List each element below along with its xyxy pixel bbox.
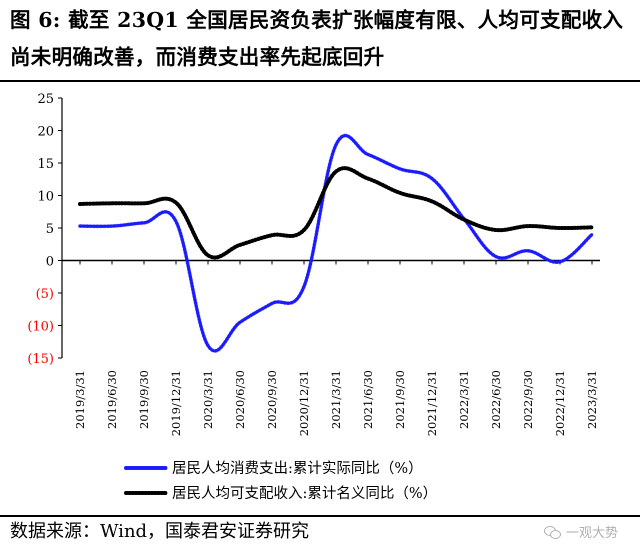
chart-axes (58, 97, 600, 359)
data-point (270, 233, 274, 237)
data-point (206, 254, 210, 257)
y-tick-label: 25 (37, 92, 54, 107)
x-tick-label: 2022/3/31 (457, 370, 471, 429)
data-point (558, 260, 562, 263)
data-point (174, 220, 178, 223)
data-point (142, 221, 146, 224)
watermark: 一观大势 (543, 522, 618, 541)
data-point (494, 228, 498, 232)
x-tick-label: 2022/6/30 (489, 370, 503, 429)
y-tick-label: (15) (27, 352, 54, 367)
x-tick-label: 2020/6/30 (233, 370, 247, 429)
data-point (110, 202, 114, 205)
data-point (206, 344, 210, 347)
data-point (110, 224, 114, 228)
data-point (398, 191, 402, 195)
series-line-consumption-beads (78, 133, 594, 353)
x-tick-label: 2021/9/30 (393, 370, 407, 429)
x-tick-label: 2022/12/31 (553, 370, 567, 436)
x-tick-label: 2019/6/30 (105, 370, 119, 429)
data-point (590, 226, 594, 229)
source-note: 数据来源：Wind，国泰君安证券研究 (10, 521, 310, 542)
x-tick-label: 2021/3/31 (329, 370, 343, 429)
legend-label: 居民人均消费支出:累计实际同比（%） (172, 460, 423, 477)
wechat-icon (543, 525, 562, 539)
data-point (238, 243, 242, 247)
data-point (302, 228, 306, 232)
x-tick-label: 2021/12/31 (425, 370, 439, 436)
data-point (526, 224, 530, 228)
x-tick-label: 2019/3/31 (73, 370, 87, 429)
data-point (270, 302, 274, 305)
data-point (366, 177, 370, 180)
footer-divider (0, 515, 640, 517)
data-point (526, 249, 530, 252)
x-tick-label: 2021/6/30 (361, 370, 375, 429)
y-tick-label: 5 (46, 222, 54, 237)
data-point (398, 167, 402, 171)
legend-label: 居民人均可支配收入:累计名义同比（%） (172, 485, 437, 502)
data-point (430, 200, 434, 203)
x-tick-label: 2022/9/30 (521, 370, 535, 429)
y-axis-tick-labels: 25 20 15 10 5 0 (5) (10) (15) (27, 92, 54, 367)
data-point (174, 201, 178, 204)
series-line-consumption (79, 134, 593, 353)
x-axis-tick-labels: 2019/3/31 2019/6/30 2019/9/30 2019/12/31 202… (73, 370, 599, 436)
y-tick-label: 0 (46, 255, 54, 270)
data-point (302, 285, 306, 288)
data-point (78, 202, 82, 206)
x-tick-label: 2019/9/30 (137, 370, 151, 429)
title-divider (0, 80, 640, 82)
data-point (462, 218, 466, 221)
y-tick-label: 15 (37, 157, 54, 172)
line-chart: 25 20 15 10 5 0 (5) (10) (15) 2019/3/31 2019/6/30… (27, 92, 600, 502)
x-tick-label: 2023/3/31 (585, 370, 599, 429)
data-point (494, 255, 498, 258)
data-point (142, 202, 146, 205)
series-line-income (79, 166, 593, 259)
series-lines (78, 133, 594, 353)
chart-legend: 居民人均消费支出:累计实际同比（%） 居民人均可支配收入:累计名义同比（%） (124, 460, 437, 502)
data-point (558, 226, 562, 230)
watermark-text: 一观大势 (565, 526, 618, 541)
x-tick-label: 2020/12/31 (297, 370, 311, 436)
y-tick-label: (5) (36, 287, 54, 302)
y-tick-label: 10 (37, 190, 54, 205)
data-point (78, 224, 82, 228)
data-point (334, 170, 338, 173)
x-tick-label: 2019/12/31 (169, 370, 183, 436)
series-line-income-beads (78, 166, 594, 260)
data-point (430, 177, 434, 180)
x-tick-label: 2020/9/30 (265, 370, 279, 429)
data-point (238, 321, 242, 324)
y-tick-label: 20 (37, 125, 54, 140)
y-tick-label: (10) (27, 320, 54, 335)
x-tick-label: 2020/3/31 (201, 370, 215, 429)
data-point (334, 143, 338, 146)
data-point (366, 153, 370, 156)
data-point (590, 233, 594, 236)
figure-title: 图 6: 截至 23Q1 全国居民资负表扩张幅度有限、人均可支配收入尚未明确改善… (10, 8, 624, 69)
